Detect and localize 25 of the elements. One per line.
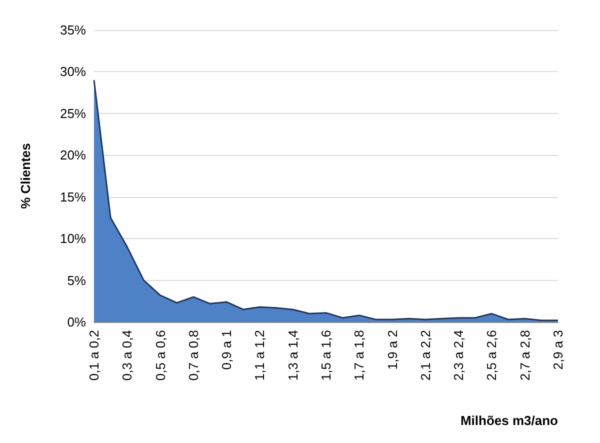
x-tick-label: 2,7 a 2,8 — [517, 330, 532, 381]
y-tick-label: 30% — [60, 64, 86, 80]
x-tick-label: 1,1 a 1,2 — [252, 330, 268, 381]
x-tick-label: 0,1 a 0,2 — [86, 330, 102, 381]
x-tick-label: 2,1 a 2,2 — [418, 330, 433, 381]
y-tick-label: 0% — [67, 314, 86, 330]
x-tick-label: 2,9 a 3 — [550, 330, 566, 370]
x-tick-label: 1,9 a 2 — [384, 330, 400, 370]
x-tick-label: 0,9 a 1 — [219, 330, 234, 370]
y-tick-label: 10% — [60, 231, 86, 246]
y-tick-label: 20% — [60, 148, 86, 163]
x-tick-label: 0,5 a 0,6 — [152, 330, 168, 381]
x-tick-label: 2,5 a 2,6 — [484, 330, 500, 381]
y-tick-label: 35% — [60, 22, 86, 38]
y-tick-label: 25% — [60, 106, 86, 121]
x-tick-label: 1,3 a 1,4 — [285, 330, 300, 381]
x-tick-label: 0,7 a 0,8 — [186, 330, 201, 381]
x-tick-label: 1,7 a 1,8 — [352, 330, 367, 381]
y-axis-title: % Clientes — [18, 143, 33, 209]
y-tick-label: 5% — [67, 272, 86, 288]
x-tick-label: 1,5 a 1,6 — [318, 330, 334, 381]
x-tick-label: 0,3 a 0,4 — [120, 330, 135, 381]
x-axis-title: Milhões m3/ano — [460, 413, 558, 428]
x-tick-label: 2,3 a 2,4 — [451, 330, 466, 381]
y-tick-label: 15% — [60, 189, 86, 204]
